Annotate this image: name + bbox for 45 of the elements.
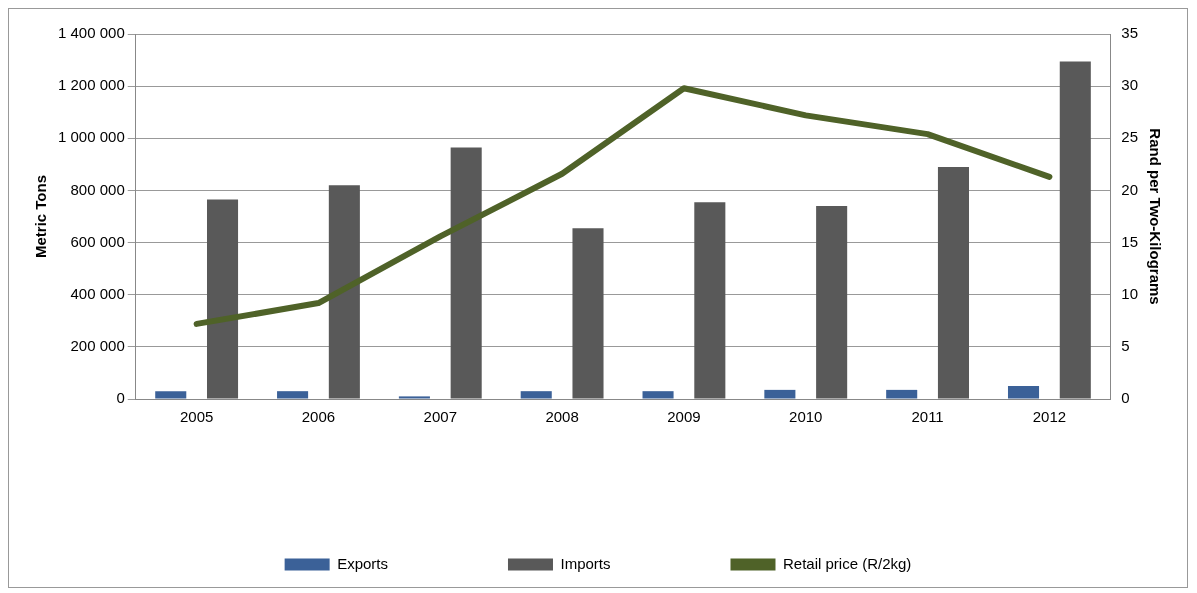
bar [764, 389, 796, 399]
y-tick-label: 0 [116, 389, 125, 407]
x-tick-label: 2010 [789, 408, 823, 426]
y-tick-label: 400 000 [70, 284, 125, 302]
y2-tick-label: 20 [1121, 180, 1138, 198]
legend-label: Exports [337, 554, 388, 572]
y2-tick-label: 15 [1121, 232, 1138, 250]
y-tick-label: 1 200 000 [58, 76, 125, 94]
bar [1007, 385, 1040, 399]
legend-label: Imports [560, 554, 611, 572]
x-tick-label: 2006 [301, 408, 336, 426]
y2-tick-label: 5 [1121, 337, 1130, 354]
y-tick-label: 600 000 [70, 232, 125, 250]
y2-tick-label: 30 [1121, 76, 1138, 94]
x-tick-label: 2011 [911, 408, 944, 426]
y2-tick-label: 10 [1121, 284, 1138, 302]
bar [642, 391, 674, 399]
bar [572, 228, 604, 399]
y2-tick-label: 25 [1121, 128, 1138, 146]
y-axis-title: Metric Tons [32, 174, 50, 259]
bar [520, 391, 552, 399]
y2-axis-title: Rand per Two-Kilograms [1146, 128, 1164, 305]
bar [816, 206, 848, 399]
bar [328, 185, 360, 399]
bar [886, 389, 918, 399]
x-tick-label: 2009 [667, 408, 701, 426]
y2-tick-label: 35 [1121, 24, 1138, 42]
y-tick-label: 800 000 [70, 180, 125, 198]
x-tick-label: 2012 [1032, 408, 1067, 426]
legend-label: Retail price (R/2kg) [783, 554, 912, 572]
y2-tick-label: 0 [1121, 389, 1130, 407]
y-tick-label: 200 000 [70, 337, 125, 354]
bar [1059, 61, 1091, 399]
x-tick-label: 2007 [423, 408, 457, 426]
x-tick-label: 2008 [545, 408, 579, 426]
bar [155, 391, 187, 399]
bar [694, 202, 726, 399]
bar [398, 396, 430, 399]
y-tick-label: 1 400 000 [58, 24, 125, 42]
x-tick-label: 2005 [179, 408, 214, 426]
bar [277, 391, 309, 399]
y-tick-label: 1 000 000 [58, 128, 125, 146]
bar [937, 166, 969, 399]
bar [450, 147, 482, 399]
bar [207, 199, 239, 399]
